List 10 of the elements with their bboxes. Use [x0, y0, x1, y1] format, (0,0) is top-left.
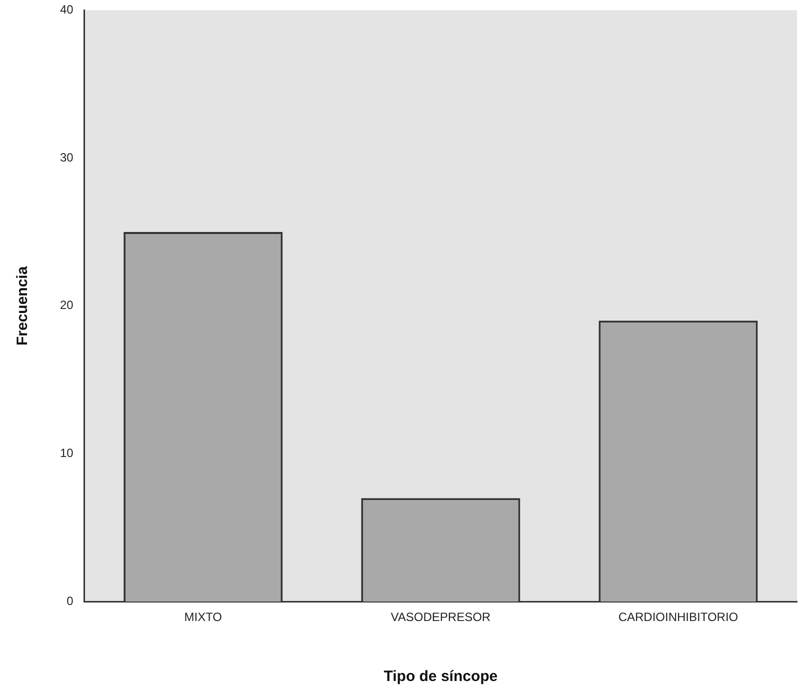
- x-axis-title: Tipo de síncope: [384, 668, 498, 686]
- x-tick-label: VASODEPRESOR: [390, 610, 491, 624]
- x-tick-label: MIXTO: [184, 610, 222, 624]
- x-tick-label: CARDIOINHIBITORIO: [618, 610, 738, 624]
- y-tick-label: 20: [60, 298, 74, 312]
- y-tick-label: 10: [60, 446, 74, 460]
- y-axis-title: Frecuencia: [14, 266, 32, 346]
- y-tick-label: 40: [60, 2, 74, 17]
- y-tick-label: 30: [60, 150, 74, 164]
- y-tick-label: 0: [66, 594, 74, 608]
